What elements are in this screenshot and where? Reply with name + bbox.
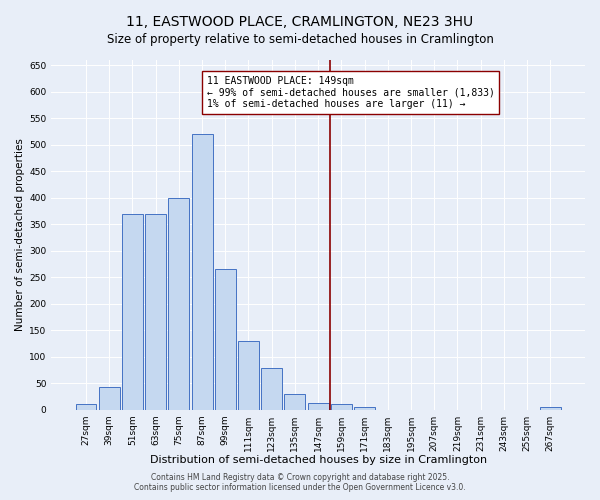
Bar bbox=[238, 340, 259, 409]
Bar bbox=[540, 407, 561, 410]
Text: Size of property relative to semi-detached houses in Cramlington: Size of property relative to semi-detach… bbox=[107, 32, 493, 46]
Bar bbox=[76, 404, 97, 409]
Bar bbox=[261, 368, 282, 410]
Bar bbox=[354, 408, 375, 410]
Bar bbox=[215, 269, 236, 410]
X-axis label: Distribution of semi-detached houses by size in Cramlington: Distribution of semi-detached houses by … bbox=[149, 455, 487, 465]
Bar bbox=[284, 394, 305, 409]
Bar bbox=[145, 214, 166, 410]
Text: 11 EASTWOOD PLACE: 149sqm
← 99% of semi-detached houses are smaller (1,833)
1% o: 11 EASTWOOD PLACE: 149sqm ← 99% of semi-… bbox=[207, 76, 494, 109]
Y-axis label: Number of semi-detached properties: Number of semi-detached properties bbox=[15, 138, 25, 331]
Text: 11, EASTWOOD PLACE, CRAMLINGTON, NE23 3HU: 11, EASTWOOD PLACE, CRAMLINGTON, NE23 3H… bbox=[127, 15, 473, 29]
Bar bbox=[169, 198, 189, 410]
Text: Contains HM Land Registry data © Crown copyright and database right 2025.
Contai: Contains HM Land Registry data © Crown c… bbox=[134, 473, 466, 492]
Bar bbox=[191, 134, 212, 409]
Bar bbox=[99, 388, 119, 409]
Bar bbox=[331, 404, 352, 409]
Bar bbox=[308, 403, 329, 409]
Bar bbox=[122, 214, 143, 410]
